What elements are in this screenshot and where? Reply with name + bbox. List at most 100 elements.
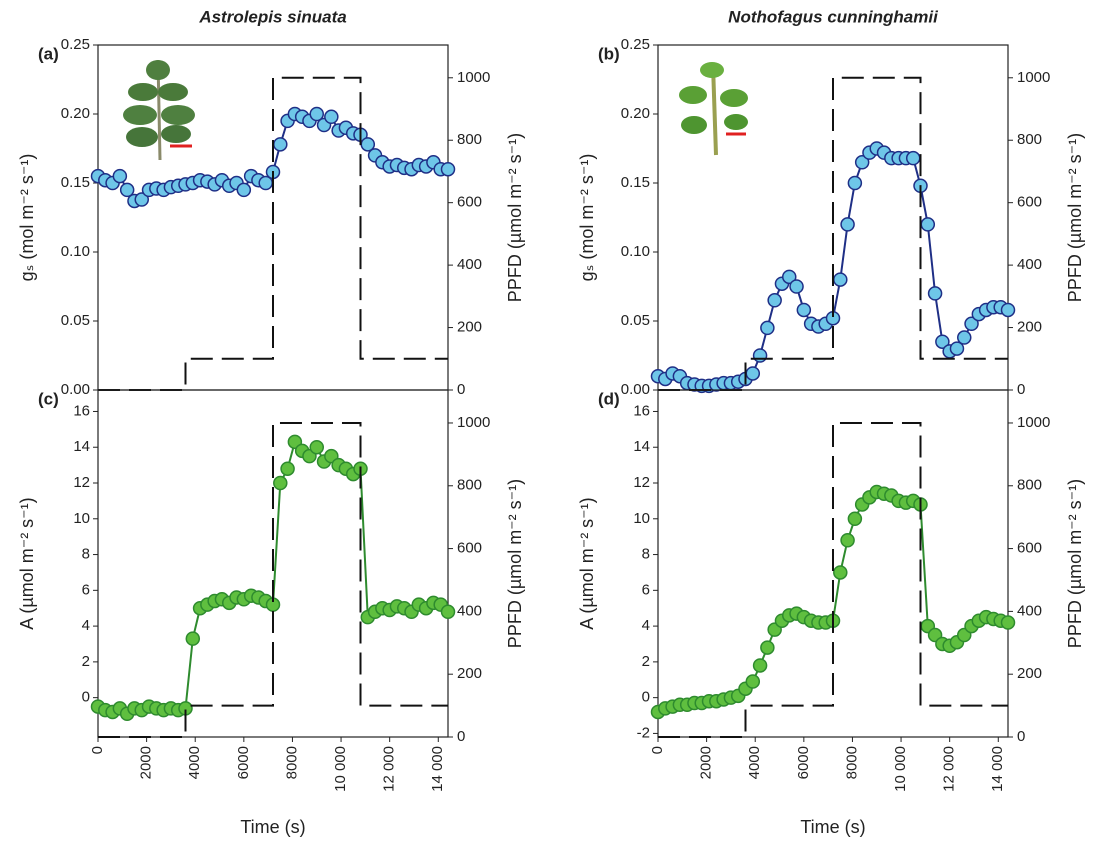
y2-tick-label: 400 [1017, 256, 1042, 273]
x-axis-label: Time (s) [800, 817, 865, 837]
y-tick-label: 0.05 [61, 312, 90, 329]
y-axis-label: gₛ (mol m⁻² s⁻¹) [17, 154, 37, 282]
data-point [273, 475, 288, 491]
data-point [273, 137, 288, 152]
y-tick-label: 0.10 [621, 243, 650, 260]
y-tick-label: 10 [73, 510, 90, 527]
data-point [833, 565, 848, 580]
y-tick-label: 2 [642, 653, 650, 670]
data-point [920, 217, 936, 232]
ppfd-line [98, 76, 448, 391]
y2-axis-label: PPFD (µmol m⁻² s⁻¹) [1065, 479, 1085, 648]
y2-tick-label: 400 [457, 602, 482, 619]
y-tick-label: 0.15 [621, 174, 650, 191]
x-tick-label: 2000 [138, 746, 155, 779]
ppfd-line [658, 421, 1008, 738]
x-tick-label: 14 000 [429, 746, 446, 792]
x-tick-label: 0 [649, 746, 666, 754]
y2-tick-label: 0 [457, 381, 465, 398]
y2-axis-label: PPFD (µmol m⁻² s⁻¹) [505, 479, 525, 648]
y2-tick-label: 0 [1017, 728, 1025, 745]
chart-title: Astrolepis sinuata [198, 7, 346, 26]
data-point [280, 461, 295, 476]
y-tick-label: 0.20 [621, 105, 650, 122]
data-point [752, 658, 768, 673]
y-tick-label: 0.10 [61, 243, 90, 260]
y-tick-label: 2 [82, 653, 90, 670]
x-tick-label: 2000 [698, 746, 715, 779]
y2-axis-label: PPFD (µmol m⁻² s⁻¹) [1065, 133, 1085, 302]
y2-tick-label: 200 [1017, 319, 1042, 336]
y-tick-label: 14 [73, 438, 90, 455]
x-tick-label: 6000 [235, 746, 252, 779]
y-tick-label: 0.20 [61, 105, 90, 122]
panel-label: (a) [38, 44, 59, 63]
y2-tick-label: 200 [457, 319, 482, 336]
x-tick-label: 14 000 [989, 746, 1006, 792]
data-point [847, 175, 863, 191]
y-tick-label: 6 [82, 581, 90, 598]
data-point [309, 439, 324, 455]
data-point [767, 293, 782, 308]
data-point [185, 631, 201, 646]
data-point [134, 192, 149, 207]
data-point [745, 366, 761, 381]
x-tick-label: 10 000 [332, 746, 349, 792]
data-point [324, 109, 339, 125]
y-tick-label: 14 [633, 438, 650, 455]
y2-axis-label: PPFD (µmol m⁻² s⁻¹) [505, 133, 525, 302]
y-tick-label: 0.25 [61, 36, 90, 53]
y-tick-label: 8 [642, 546, 650, 563]
data-point [854, 155, 870, 170]
data-point [833, 272, 848, 287]
y2-tick-label: 800 [457, 131, 482, 148]
x-tick-label: 12 000 [941, 746, 958, 792]
data-point [752, 348, 768, 363]
x-tick-label: 4000 [186, 746, 203, 779]
data-point [964, 316, 979, 332]
y2-tick-label: 0 [1017, 381, 1025, 398]
data-point [440, 604, 456, 620]
panel-label: (d) [598, 389, 620, 408]
data-point [112, 168, 128, 184]
data-point [789, 279, 804, 294]
data-point [760, 320, 775, 336]
y-tick-label: 0.15 [61, 174, 90, 191]
y2-tick-label: 200 [1017, 665, 1042, 682]
y-axis-label: gₛ (mol m⁻² s⁻¹) [577, 154, 597, 282]
data-point [440, 161, 456, 177]
y2-tick-label: 1000 [1017, 414, 1050, 431]
y2-tick-label: 600 [1017, 540, 1042, 557]
y-tick-label: 12 [73, 474, 90, 491]
y2-tick-label: 1000 [457, 414, 490, 431]
plot-frame [97, 389, 449, 738]
data-point [309, 106, 324, 122]
x-tick-label: 12 000 [381, 746, 398, 792]
x-tick-label: 6000 [795, 746, 812, 779]
x-tick-label: 10 000 [892, 746, 909, 792]
data-point [840, 532, 855, 548]
y2-tick-label: 200 [457, 665, 482, 682]
y-tick-label: 8 [82, 546, 90, 563]
y2-tick-label: 600 [457, 194, 482, 211]
plot-frame [657, 389, 1009, 738]
y2-tick-label: 600 [1017, 194, 1042, 211]
chart-title: Nothofagus cunninghamii [728, 7, 939, 26]
y-axis-label: A (µmol m⁻² s⁻¹) [577, 497, 597, 629]
y-tick-label: 4 [642, 617, 650, 634]
y-tick-label: 0 [642, 689, 650, 706]
y-tick-label: 4 [82, 617, 90, 634]
leaf-icon-b [679, 62, 748, 156]
y2-tick-label: 400 [1017, 602, 1042, 619]
y-tick-label: 0.05 [621, 312, 650, 329]
data-point [949, 341, 965, 356]
y-tick-label: 10 [633, 510, 650, 527]
data-point [1000, 615, 1016, 630]
y-tick-label: 6 [642, 581, 650, 598]
y-tick-label: 16 [633, 402, 650, 419]
data-point [840, 217, 855, 232]
data-point [1000, 302, 1016, 318]
ppfd-line [98, 421, 448, 738]
y-axis-label: A (µmol m⁻² s⁻¹) [17, 497, 37, 629]
